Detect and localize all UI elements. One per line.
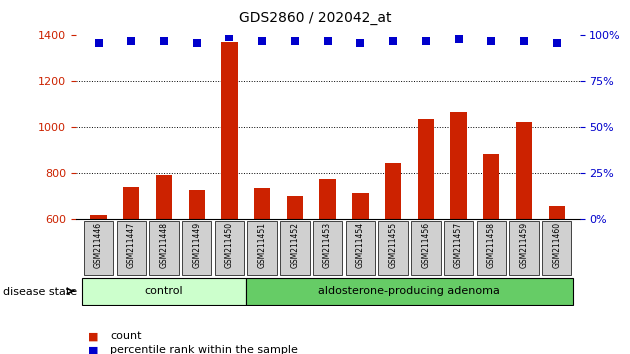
FancyBboxPatch shape [246,278,573,305]
Point [224,34,234,40]
Point [454,36,464,42]
Bar [188,190,205,219]
Text: disease state: disease state [3,287,77,297]
Text: GSM211447: GSM211447 [127,222,135,268]
Point [93,40,103,46]
Text: count: count [110,331,142,341]
Bar [156,175,172,219]
Text: ■: ■ [88,346,99,354]
Point [126,38,136,44]
Bar [352,193,369,219]
FancyBboxPatch shape [313,221,342,275]
Bar [450,113,467,219]
Point [519,38,529,44]
FancyBboxPatch shape [509,221,539,275]
Point [192,40,202,46]
Bar [123,187,139,219]
FancyBboxPatch shape [346,221,375,275]
Text: GSM211449: GSM211449 [192,222,201,268]
Text: percentile rank within the sample: percentile rank within the sample [110,346,298,354]
Text: GSM211452: GSM211452 [290,222,299,268]
Bar [319,179,336,219]
Text: GSM211455: GSM211455 [389,222,398,268]
FancyBboxPatch shape [82,278,246,305]
Point [421,38,431,44]
FancyBboxPatch shape [444,221,473,275]
FancyBboxPatch shape [476,221,506,275]
Bar [287,196,303,219]
Point [159,38,169,44]
Text: GDS2860 / 202042_at: GDS2860 / 202042_at [239,11,391,25]
Bar [483,154,500,219]
Text: GSM211459: GSM211459 [520,222,529,268]
Bar [516,122,532,219]
Point [355,40,365,46]
FancyBboxPatch shape [84,221,113,275]
Text: GSM211454: GSM211454 [356,222,365,268]
FancyBboxPatch shape [215,221,244,275]
Text: GSM211446: GSM211446 [94,222,103,268]
FancyBboxPatch shape [411,221,440,275]
Point [486,38,496,44]
Point [323,38,333,44]
Bar [418,119,434,219]
FancyBboxPatch shape [280,221,309,275]
Text: GSM211448: GSM211448 [159,222,168,268]
Text: GSM211457: GSM211457 [454,222,463,268]
FancyBboxPatch shape [379,221,408,275]
Point [388,38,398,44]
FancyBboxPatch shape [542,221,571,275]
Text: GSM211460: GSM211460 [552,222,561,268]
Bar [254,188,270,219]
Text: GSM211451: GSM211451 [258,222,266,268]
Text: GSM211456: GSM211456 [421,222,430,268]
Point [552,40,562,46]
Text: GSM211458: GSM211458 [487,222,496,268]
FancyBboxPatch shape [149,221,179,275]
FancyBboxPatch shape [182,221,212,275]
FancyBboxPatch shape [117,221,146,275]
Text: control: control [145,286,183,296]
Point [290,38,300,44]
Text: aldosterone-producing adenoma: aldosterone-producing adenoma [319,286,500,296]
Text: ■: ■ [88,331,99,341]
Bar [90,215,106,219]
Bar [385,163,401,219]
Point [257,38,267,44]
Text: GSM211453: GSM211453 [323,222,332,268]
Bar [221,42,238,219]
Bar [549,206,565,219]
FancyBboxPatch shape [248,221,277,275]
Text: GSM211450: GSM211450 [225,222,234,268]
